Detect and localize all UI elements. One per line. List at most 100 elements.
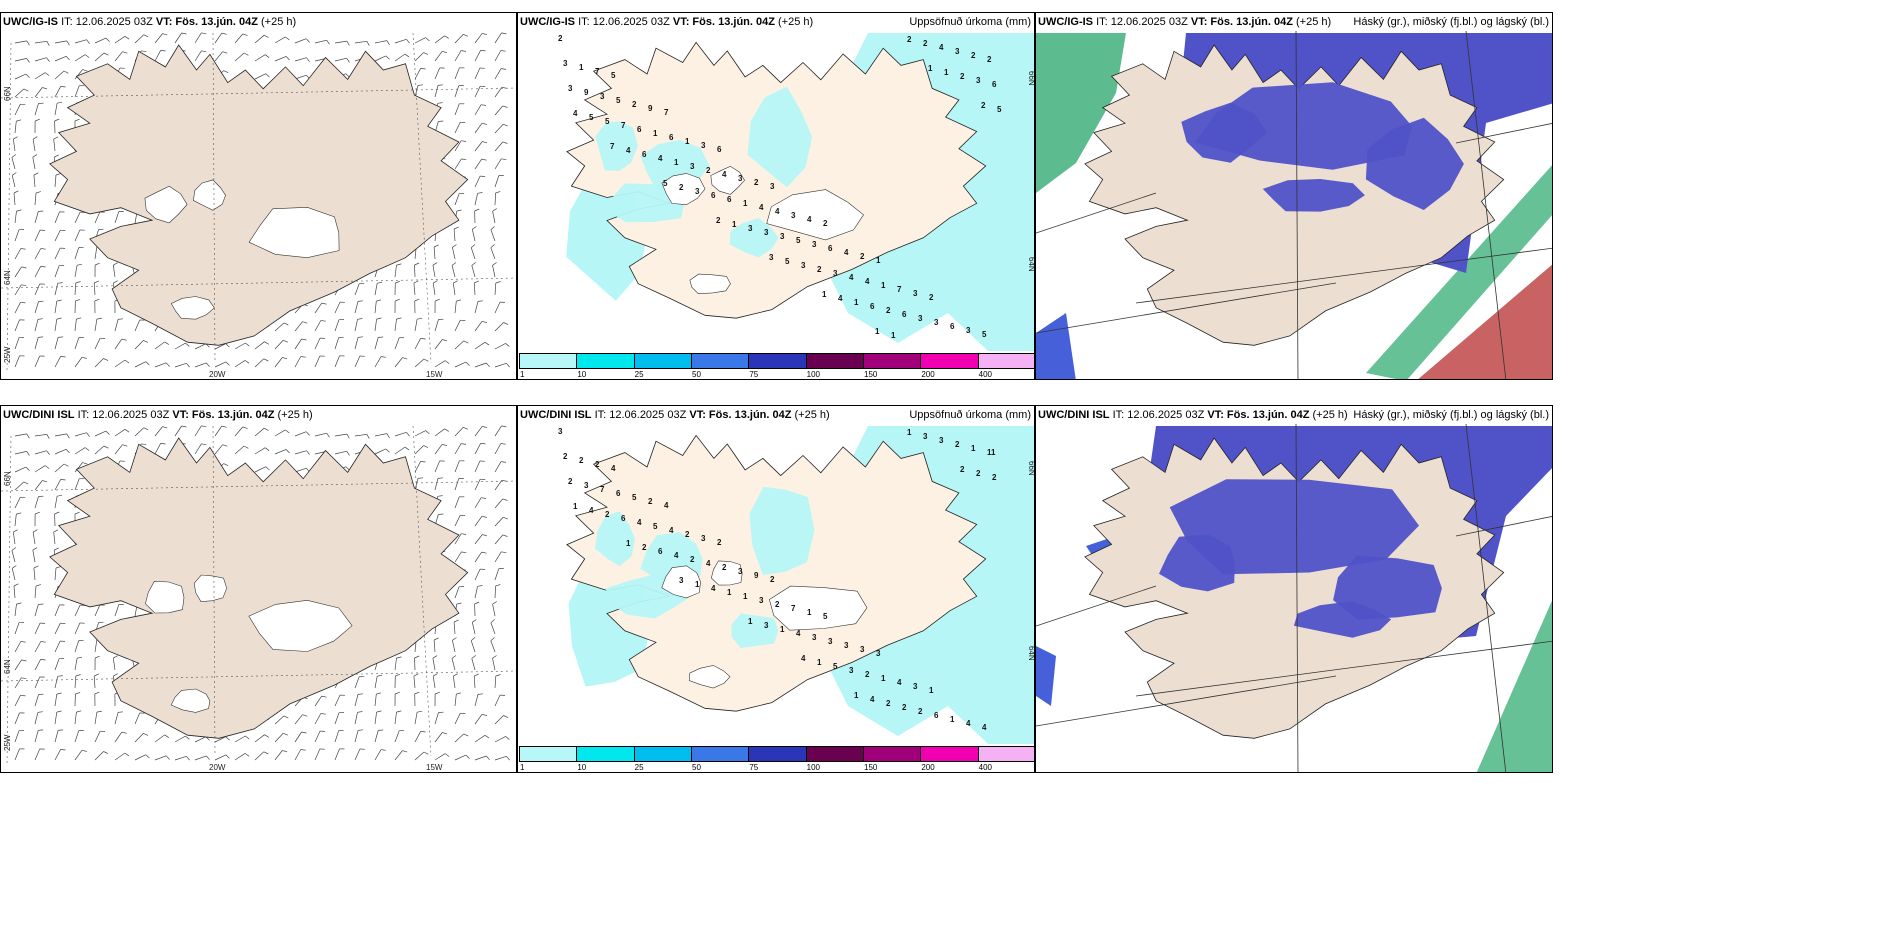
wind-barb bbox=[54, 658, 65, 671]
precip-value: 2 bbox=[923, 39, 928, 48]
precip-value: 1 bbox=[876, 256, 881, 265]
wind-barb bbox=[334, 694, 345, 707]
precip-value: 2 bbox=[992, 473, 997, 482]
wind-barb bbox=[414, 430, 430, 437]
wind-barb bbox=[454, 712, 466, 725]
wind-barb bbox=[474, 497, 487, 509]
glaciers bbox=[661, 560, 868, 689]
wind-barb bbox=[11, 547, 17, 563]
precip-value: 3 bbox=[923, 432, 928, 441]
wind-barb bbox=[494, 158, 507, 170]
wind-barb bbox=[454, 33, 469, 44]
wind-barb bbox=[334, 748, 345, 761]
wind-barb bbox=[54, 317, 62, 332]
wind-barb bbox=[54, 749, 66, 761]
wind-barb bbox=[32, 136, 38, 152]
precip-value: 3 bbox=[833, 269, 838, 278]
wind-barb bbox=[254, 751, 269, 761]
legend-swatch bbox=[576, 746, 635, 762]
wind-barb bbox=[114, 731, 127, 743]
wind-barb bbox=[394, 38, 410, 44]
wind-barb bbox=[471, 655, 477, 671]
wind-barb bbox=[254, 341, 269, 350]
wind-barb bbox=[494, 281, 501, 296]
wind-barb bbox=[74, 229, 85, 242]
wind-barb bbox=[54, 640, 66, 653]
precip-value: 4 bbox=[674, 551, 679, 560]
wind-barb bbox=[54, 70, 69, 80]
wind-barb bbox=[53, 529, 59, 545]
wind-barb bbox=[414, 751, 429, 761]
wind-barb bbox=[14, 209, 22, 224]
wind-barb bbox=[234, 753, 250, 761]
wind-barb bbox=[54, 448, 70, 455]
wind-barb bbox=[54, 566, 61, 581]
precip-value: 2 bbox=[685, 530, 690, 539]
latlon-grid bbox=[1, 32, 516, 372]
wind-barb bbox=[14, 694, 26, 707]
precip-value: 3 bbox=[701, 534, 706, 543]
wind-barb bbox=[394, 730, 405, 743]
precip-value: 7 bbox=[791, 604, 796, 613]
precip-value: 2 bbox=[568, 477, 573, 486]
wind-barb bbox=[34, 191, 41, 206]
wind-barb bbox=[414, 710, 423, 725]
wind-barb bbox=[34, 450, 50, 455]
wind-barb bbox=[494, 362, 510, 368]
wind-barb bbox=[14, 301, 26, 314]
wind-barb bbox=[494, 86, 507, 98]
precip-value: 2 bbox=[960, 72, 965, 81]
wind-barb bbox=[34, 465, 50, 473]
wind-barb bbox=[34, 336, 44, 350]
wind-barb bbox=[414, 655, 420, 671]
wind-barb bbox=[494, 301, 506, 314]
precip-value: 4 bbox=[897, 678, 902, 687]
wind-barb bbox=[234, 426, 248, 437]
wind-barb bbox=[454, 85, 464, 98]
precip-value: 4 bbox=[801, 654, 806, 663]
wind-barb bbox=[490, 637, 496, 653]
wind-barb bbox=[294, 467, 310, 473]
wind-barb bbox=[94, 445, 109, 455]
precip-value: 3 bbox=[918, 314, 923, 323]
wind-barb bbox=[434, 298, 440, 314]
lat-label-64n: 64N bbox=[3, 659, 12, 674]
precip-value: 6 bbox=[950, 322, 955, 331]
wind-barb bbox=[374, 317, 382, 332]
wind-barb bbox=[94, 710, 102, 725]
wind-barb bbox=[471, 226, 477, 242]
precip-value: 4 bbox=[759, 203, 764, 212]
legend-tick: 1 bbox=[520, 763, 525, 772]
panel-header: UWC/IG-IS IT: 12.06.2025 03Z VT: Fös. 13… bbox=[1038, 16, 1332, 28]
wind-barb bbox=[474, 320, 487, 332]
lon-label-15w: 15W bbox=[426, 370, 443, 379]
wind-barb bbox=[74, 432, 90, 437]
wind-barb bbox=[74, 54, 90, 62]
wind-barb bbox=[34, 229, 46, 242]
precip-value: 3 bbox=[759, 596, 764, 605]
legend-tick: 100 bbox=[806, 370, 821, 379]
precip-over-land bbox=[595, 86, 813, 258]
wind-barb bbox=[114, 338, 127, 350]
wind-barb bbox=[454, 340, 469, 350]
wind-barb bbox=[214, 444, 228, 455]
wind-barb bbox=[494, 322, 509, 332]
wind-barb bbox=[334, 355, 345, 368]
wind-barb bbox=[334, 433, 350, 439]
wind-barb bbox=[374, 336, 384, 350]
precip-value: 1 bbox=[817, 658, 822, 667]
panel-wind-igis: UWC/IG-IS IT: 12.06.2025 03Z VT: Fös. 13… bbox=[0, 12, 517, 380]
wind-barb bbox=[34, 87, 48, 98]
glacier bbox=[661, 173, 706, 206]
precip-value: 6 bbox=[934, 711, 939, 720]
wind-barb bbox=[114, 444, 128, 455]
precip-value: 1 bbox=[854, 691, 859, 700]
precip-value: 4 bbox=[722, 170, 727, 179]
cloud-map bbox=[1036, 30, 1552, 379]
wind-barb bbox=[334, 319, 345, 332]
wind-barb bbox=[474, 755, 490, 761]
wind-barb bbox=[74, 730, 84, 743]
wind-barb bbox=[454, 586, 465, 599]
wind-barb bbox=[354, 676, 365, 689]
wind-barb bbox=[154, 341, 170, 350]
